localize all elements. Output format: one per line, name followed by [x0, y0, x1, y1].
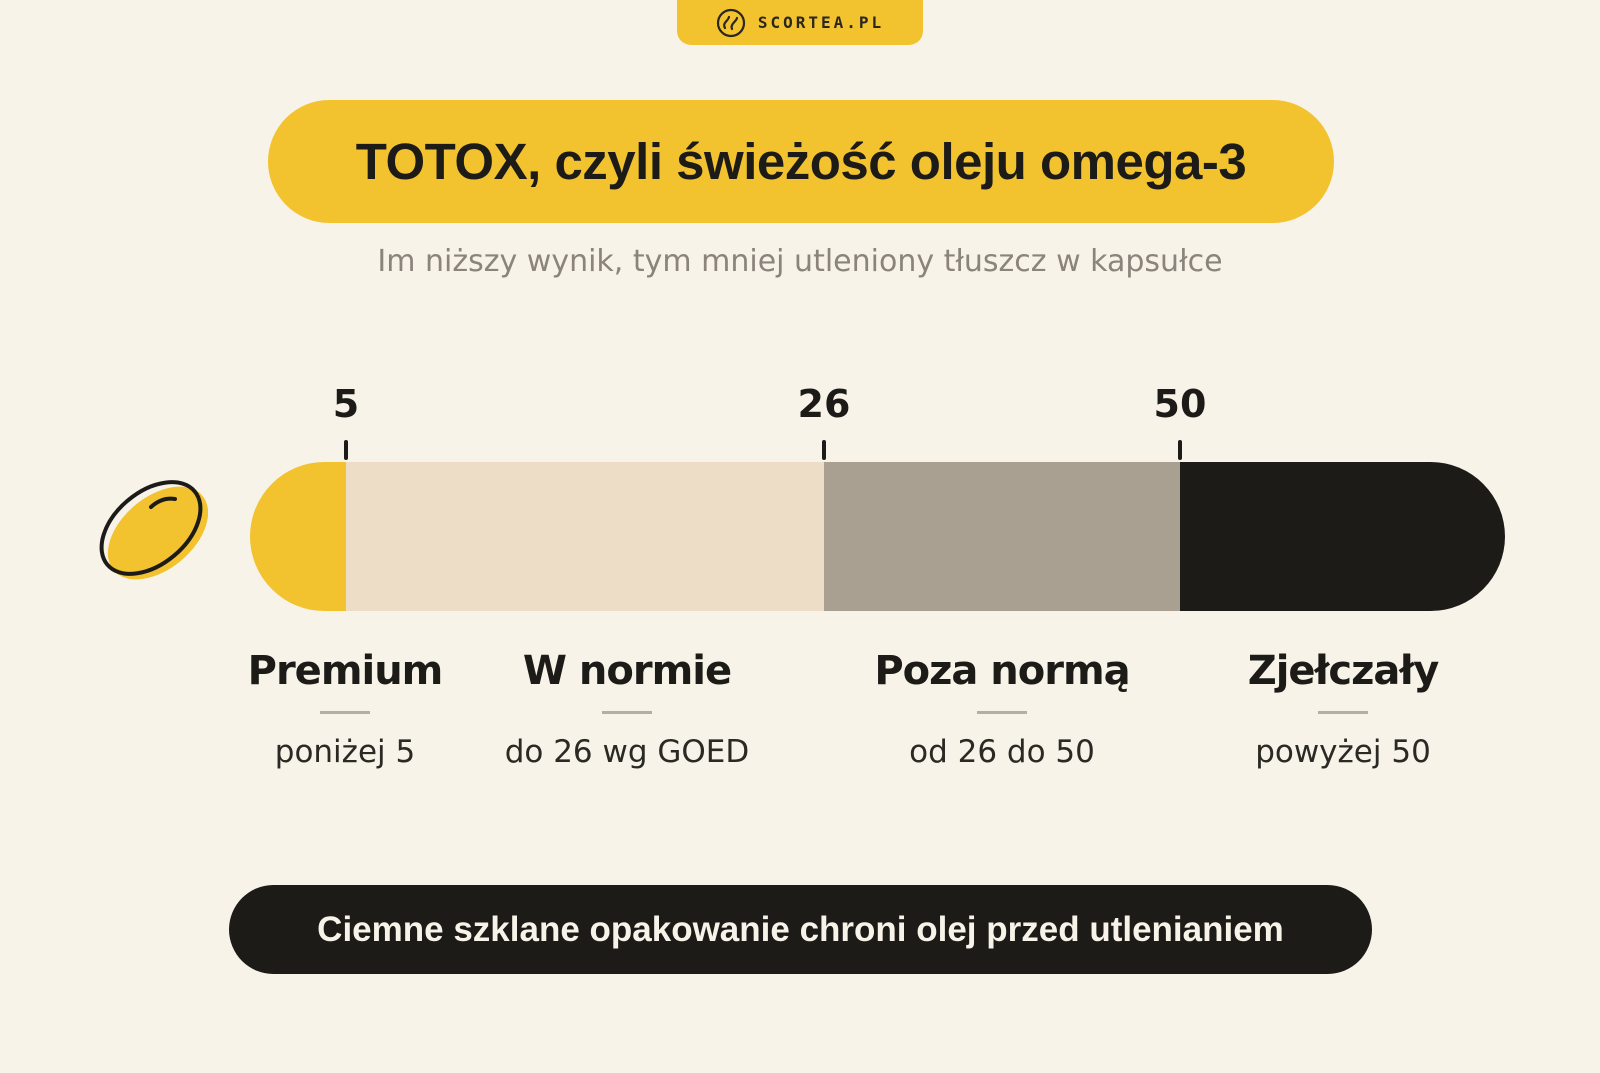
category-range: od 26 do 50 — [909, 734, 1095, 770]
category-premium: Premium poniżej 5 — [185, 643, 505, 770]
footer-banner: Ciemne szklane opakowanie chroni olej pr… — [229, 885, 1372, 974]
tick-label-50: 50 — [1153, 382, 1207, 426]
segment-w-normie — [346, 462, 824, 611]
category-name: Premium — [247, 648, 444, 694]
category-range: do 26 wg GOED — [504, 734, 750, 770]
page-title: TOTOX, czyli świeżość oleju omega-3 — [355, 133, 1247, 190]
category-name: Poza normą — [874, 648, 1130, 694]
scortea-logo-icon — [716, 8, 745, 37]
tick-label-26: 26 — [797, 382, 851, 426]
category-zjelczaly: Zjełczały powyżej 50 — [1183, 643, 1503, 770]
category-divider — [977, 711, 1027, 714]
tick-label-5: 5 — [332, 382, 360, 426]
category-poza-norma: Poza normą od 26 do 50 — [842, 643, 1162, 770]
category-w-normie: W normie do 26 wg GOED — [467, 643, 787, 770]
brand-tab[interactable]: SCORTEA.PL — [677, 0, 923, 45]
segment-poza-norma — [824, 462, 1180, 611]
title-banner: TOTOX, czyli świeżość oleju omega-3 — [268, 100, 1334, 223]
category-divider — [1318, 711, 1368, 714]
page-subtitle: Im niższy wynik, tym mniej utleniony tłu… — [377, 244, 1223, 279]
category-name: Zjełczały — [1247, 648, 1440, 694]
category-divider — [602, 711, 652, 714]
footer-text: Ciemne szklane opakowanie chroni olej pr… — [317, 909, 1284, 949]
tick-mark-50 — [1178, 440, 1182, 460]
segment-premium — [250, 462, 346, 611]
category-range: poniżej 5 — [274, 734, 416, 770]
category-divider — [320, 711, 370, 714]
category-name: W normie — [522, 648, 732, 694]
capsule-icon — [99, 480, 209, 580]
category-range: powyżej 50 — [1255, 734, 1431, 770]
tick-mark-26 — [822, 440, 826, 460]
segment-zjelczaly — [1180, 462, 1505, 611]
totox-scale-bar — [250, 462, 1505, 611]
brand-name: SCORTEA.PL — [757, 13, 885, 32]
tick-mark-5 — [344, 440, 348, 460]
